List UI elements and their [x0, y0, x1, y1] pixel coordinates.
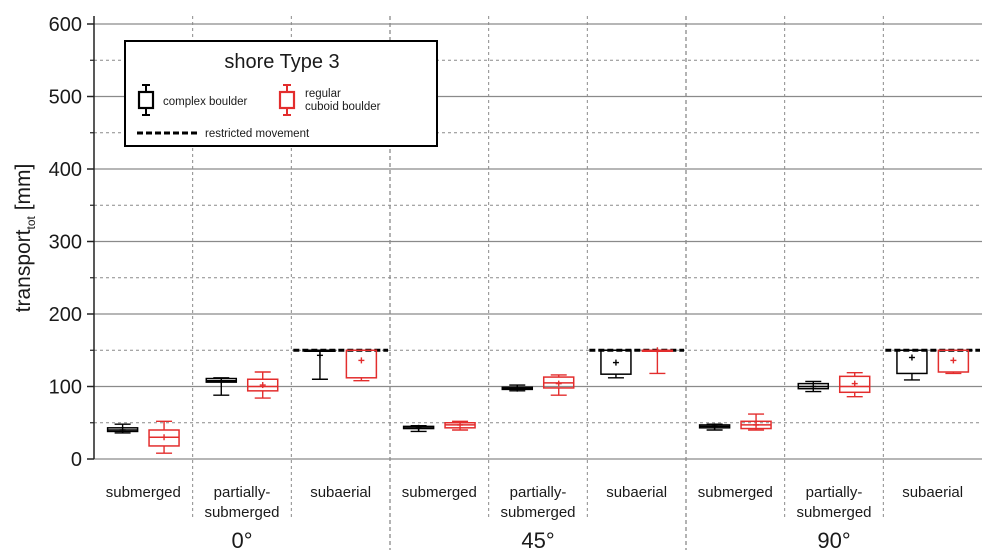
box-plot-regular: [542, 374, 575, 396]
legend-label-regular: regular: [305, 88, 341, 100]
box-plot-regular: [345, 349, 378, 382]
box-plots: [106, 347, 980, 454]
box-plot-regular: [740, 413, 772, 431]
box-plot-regular: [246, 371, 279, 399]
legend-box-glyph: [278, 90, 296, 110]
box-plot-complex: [797, 380, 830, 393]
x-category-label: partially-: [510, 484, 567, 501]
y-tick-label: 500: [49, 87, 82, 109]
y-tick-label: 300: [49, 232, 82, 254]
y-tick-label: 600: [49, 14, 82, 36]
y-axis-label-unit: [mm]: [12, 164, 35, 217]
x-category-label: submerged: [106, 484, 181, 501]
box-iqr: [246, 378, 279, 392]
y-tick-label: 100: [49, 377, 82, 399]
y-axis-label-subscript: tot: [24, 215, 38, 229]
legend: shore Type 3 complex boulder regularcuboi…: [124, 40, 438, 147]
y-tick-label: 0: [71, 449, 82, 471]
box-plot-complex: [402, 424, 435, 433]
box-iqr: [838, 375, 871, 394]
legend-box-glyph: [137, 90, 155, 110]
box-plot-regular: [937, 349, 970, 375]
box-plot-regular: [148, 420, 180, 454]
x-group-label: 90°: [817, 528, 850, 552]
box-plot-complex: [205, 377, 238, 396]
box-plot-complex: [106, 423, 139, 434]
x-group-label: 0°: [231, 528, 252, 552]
x-category-label: submerged: [796, 504, 871, 521]
y-axis-label-main: transport: [12, 229, 35, 312]
x-category-label: subaerial: [310, 484, 371, 501]
legend-title: shore Type 3: [224, 51, 339, 73]
legend-label-regular: cuboid boulder: [305, 101, 381, 113]
box-plot-complex: [501, 384, 534, 392]
x-category-label: partially-: [214, 484, 271, 501]
box-plot-regular: [444, 420, 476, 431]
box-iqr: [896, 349, 928, 375]
x-category-label: subaerial: [606, 484, 667, 501]
x-category-label: submerged: [698, 484, 773, 501]
legend-icon-complex: [137, 84, 155, 116]
y-axis-label: transporttot [mm]: [12, 164, 38, 313]
x-category-label: subaerial: [902, 484, 963, 501]
x-category-label: partially-: [806, 484, 863, 501]
x-category-label: submerged: [402, 484, 477, 501]
x-category-label: submerged: [500, 504, 575, 521]
box-plot-complex: [698, 423, 731, 431]
box-plot-complex: [600, 349, 632, 379]
legend-label-complex: complex boulder: [163, 96, 248, 108]
legend-label-restricted: restricted movement: [205, 128, 310, 140]
y-tick-label: 400: [49, 159, 82, 181]
x-group-label: 45°: [521, 528, 554, 552]
box-plot-complex: [304, 349, 336, 380]
box-plot-regular: [641, 347, 674, 375]
y-tick-label: 200: [49, 304, 82, 326]
box-plot-regular: [838, 372, 871, 398]
legend-icon-regular: [278, 84, 296, 116]
box-plot-complex: [896, 349, 928, 381]
x-category-label: submerged: [204, 504, 279, 521]
axes: 0 100 200 300 400 500 600 submerged partially-su…: [49, 14, 963, 552]
box-iqr: [345, 349, 378, 379]
